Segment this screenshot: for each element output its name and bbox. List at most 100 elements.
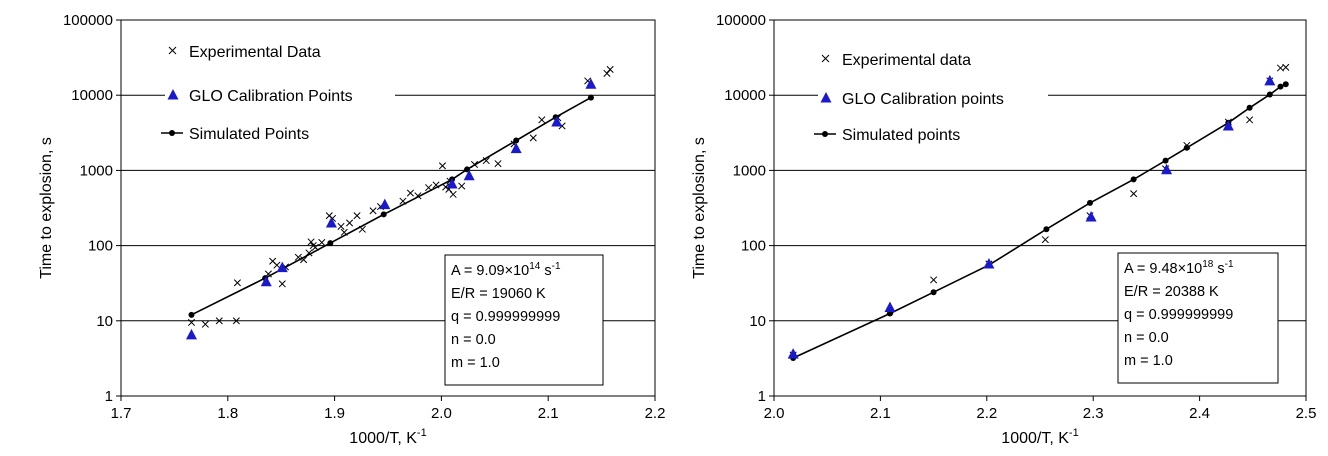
y-tick-label: 100 — [741, 238, 766, 255]
experimental-point — [1246, 116, 1254, 124]
experimental-point — [414, 192, 422, 200]
experimental-point — [232, 317, 240, 325]
legend-label-calibration: GLO Calibration Points — [189, 88, 353, 105]
chart-left: 1 10 100 1000 10000 100000 1.7 1.8 1.9 2.0 2.1 2.2 1… — [38, 12, 665, 447]
plot-frame — [773, 19, 1307, 397]
experimental-point — [340, 228, 348, 236]
simulated-point — [1277, 83, 1284, 90]
legend-marker-experimental — [821, 54, 830, 63]
calibration-point — [379, 198, 391, 210]
simulated-point — [327, 240, 334, 247]
experimental-point — [233, 279, 241, 287]
experimental-point — [432, 181, 440, 189]
parameter-A-unit: s — [540, 263, 551, 279]
parameter-A-value: A = 9.48×10 — [1124, 261, 1202, 277]
legend-bg — [818, 48, 1013, 70]
calibration-point — [260, 275, 272, 287]
experimental-point — [1282, 63, 1290, 71]
calibration-point — [1161, 163, 1173, 175]
experimental-point — [470, 160, 479, 168]
experimental-point — [369, 207, 377, 215]
x-tick-label: 2.1 — [870, 405, 891, 422]
simulated-line — [792, 83, 1287, 359]
x-tick-label: 2.1 — [538, 405, 559, 422]
parameter-line: n = 0.0 — [1124, 330, 1169, 346]
y-tick-label: 100000 — [716, 12, 766, 29]
experimental-point — [337, 222, 345, 230]
experimental-point — [442, 183, 450, 191]
x-tick-label: 2.5 — [1296, 405, 1317, 422]
x-tick-label: 1.9 — [324, 405, 345, 422]
legend-marker-simulated-dot — [822, 131, 828, 137]
calibration-point — [463, 169, 475, 181]
calibration-point — [276, 261, 288, 273]
parameter-A: A = 9.09×1014 s-1 — [451, 261, 561, 279]
experimental-point — [187, 318, 196, 327]
y-tick-label: 10000 — [71, 87, 113, 104]
parameter-line: m = 1.0 — [451, 355, 500, 371]
x-tick-label: 2.2 — [976, 405, 997, 422]
x-axis-title-text: 1000/T, K — [349, 430, 417, 447]
parameter-A: A = 9.48×1018 s-1 — [1124, 259, 1234, 277]
calibration-point — [185, 328, 197, 340]
parameter-A-exponent: 14 — [529, 261, 541, 272]
simulated-point — [1246, 104, 1253, 111]
x-axis-title-text: 1000/T, K — [1001, 430, 1069, 447]
experimental-point — [1183, 141, 1191, 149]
parameter-line: n = 0.0 — [451, 332, 496, 348]
x-tick-label: 2.4 — [1189, 405, 1210, 422]
simulated-point — [513, 137, 520, 144]
chart-right: 1 10 100 1000 10000 100000 2.0 2.1 2.2 2.3 2.4 2.5 1… — [691, 12, 1316, 447]
y-tick-label: 10 — [96, 313, 113, 330]
calibration-point — [884, 301, 896, 313]
simulated-point — [1162, 157, 1169, 164]
experimental-point — [345, 219, 354, 227]
x-tick-label: 2.2 — [645, 405, 666, 422]
simulated-point — [1266, 91, 1273, 98]
x-axis-title-sup: -1 — [417, 427, 427, 439]
y-axis-title: Time to explosion, s — [691, 137, 708, 279]
parameter-A-unit: s — [1213, 261, 1224, 277]
x-tick-label: 1.7 — [111, 405, 132, 422]
experimental-point — [930, 276, 938, 284]
x-axis-title-sup: -1 — [1069, 427, 1079, 439]
calibration-point — [1085, 211, 1097, 222]
x-axis-title: 1000/T, K-1 — [1001, 427, 1078, 447]
experimental-point — [318, 238, 326, 247]
simulated-point — [587, 94, 594, 101]
simulated-point — [188, 311, 195, 318]
legend-bg — [812, 123, 1007, 145]
experimental-point — [438, 162, 447, 170]
experimental-point — [529, 134, 537, 142]
parameters-box — [1117, 252, 1279, 384]
legend-bg — [159, 122, 354, 144]
y-axis-title: Time to explosion, s — [38, 137, 55, 279]
legend-label-simulated: Simulated Points — [189, 126, 309, 143]
parameter-line: E/R = 19060 K — [451, 286, 546, 302]
experimental-point — [399, 197, 407, 205]
calibration-point — [551, 116, 563, 127]
calibration-point — [983, 257, 995, 269]
x-axis-title: 1000/T, K-1 — [349, 427, 426, 447]
simulated-point — [930, 289, 937, 296]
parameter-A-value: A = 9.09×10 — [451, 263, 529, 279]
parameter-A-unit-exponent: -1 — [552, 261, 561, 272]
parameter-A-unit-exponent: -1 — [1225, 259, 1234, 270]
legend-label-simulated: Simulated points — [842, 127, 960, 144]
x-tick-label: 2.0 — [431, 405, 452, 422]
x-tick-label: 2.3 — [1083, 405, 1104, 422]
y-tick-label: 1000 — [733, 162, 766, 179]
experimental-point — [603, 69, 611, 77]
calibration-point — [787, 348, 799, 359]
parameter-line: E/R = 20388 K — [1124, 284, 1219, 300]
experimental-point — [300, 256, 308, 264]
parameter-line: m = 1.0 — [1124, 353, 1173, 369]
experimental-point — [482, 157, 490, 165]
experimental-point — [494, 160, 502, 168]
experimental-point — [273, 261, 281, 269]
calibration-point — [510, 142, 522, 154]
calibration-point — [1264, 74, 1276, 86]
legend-bg — [818, 87, 1048, 109]
legend-marker-calibration — [820, 92, 832, 103]
